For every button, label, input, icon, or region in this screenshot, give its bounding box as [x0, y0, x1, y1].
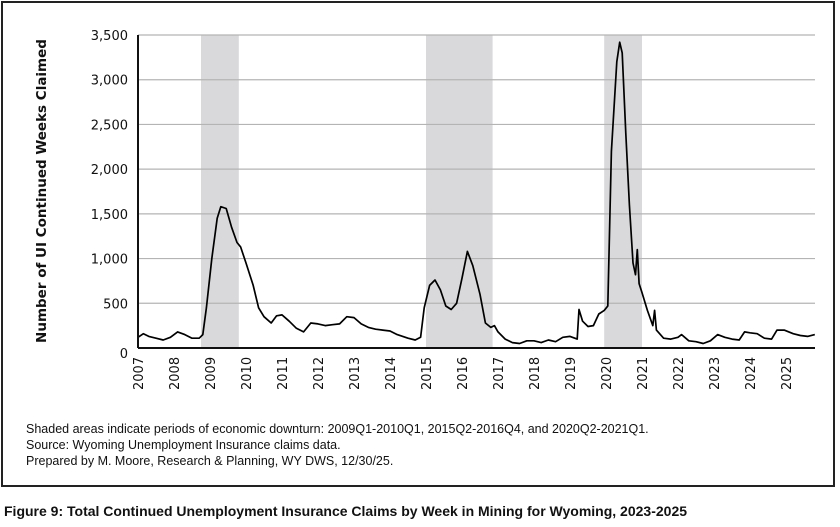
x-tick-label: 2017: [492, 357, 507, 390]
chart-notes: Shaded areas indicate periods of economi…: [26, 421, 649, 469]
x-tick-label: 2021: [636, 357, 651, 390]
x-tick-label: 2018: [528, 357, 543, 390]
gridlines: [138, 34, 815, 304]
x-tick-label: 2011: [276, 357, 291, 390]
x-tick-label: 2022: [672, 357, 687, 390]
y-tick-labels: 0 500 1,000 1,500 2,000 2,500 3,000 3,500: [91, 29, 128, 362]
x-tick-label: 2012: [312, 357, 327, 390]
x-tick-label: 2023: [708, 357, 723, 390]
chart-frame: [1, 1, 835, 487]
x-tick-label: 2015: [420, 357, 435, 390]
x-tick-label: 2024: [744, 357, 759, 390]
x-tick-labels: 2007 2008 2009 2010 2011 2012 2013 2014 2015 2016…: [132, 357, 795, 390]
y-tick-label: 2,000: [91, 163, 128, 178]
x-tick-label: 2010: [240, 357, 255, 390]
y-tick-label: 1,000: [91, 253, 128, 268]
y-tick-label: 2,500: [91, 118, 128, 133]
y-tick-label: 3,000: [91, 74, 128, 89]
note-shaded-areas: Shaded areas indicate periods of economi…: [26, 422, 649, 436]
x-tick-label: 2008: [168, 357, 183, 390]
x-tick-label: 2020: [600, 357, 615, 390]
x-tick-label: 2025: [780, 357, 795, 390]
y-tick-label: 3,500: [91, 29, 128, 44]
x-tick-label: 2019: [564, 357, 579, 390]
x-tick-label: 2013: [348, 357, 363, 390]
x-tick-label: 2007: [132, 357, 147, 390]
figure-caption: Figure 9: Total Continued Unemployment I…: [4, 503, 688, 519]
x-tick-label: 2009: [204, 357, 219, 390]
y-axis-label: Number of UI Continued Weeks Claimed: [34, 39, 50, 343]
series-line: [137, 41, 816, 345]
x-tick-label: 2016: [456, 357, 471, 390]
shaded-periods: [201, 35, 642, 348]
x-tick-label: 2014: [384, 357, 399, 390]
y-tick-label: 0: [120, 347, 128, 362]
series-group: [137, 41, 816, 345]
shaded-period: [426, 35, 493, 348]
y-tick-label: 1,500: [91, 208, 128, 223]
note-prepared-by: Prepared by M. Moore, Research & Plannin…: [26, 454, 394, 468]
y-tick-label: 500: [103, 297, 128, 312]
note-source: Source: Wyoming Unemployment Insurance c…: [26, 438, 341, 452]
